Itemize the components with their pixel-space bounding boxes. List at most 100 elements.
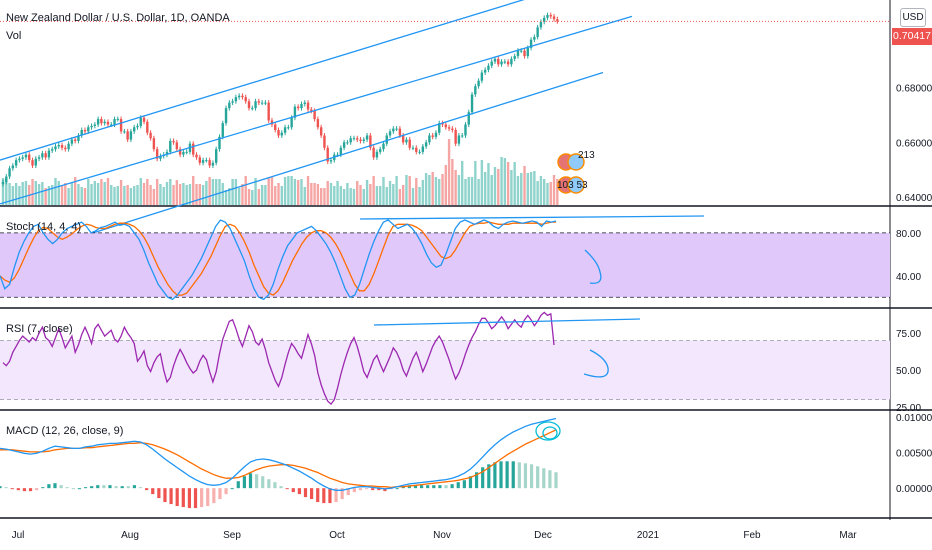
candle-body	[41, 153, 44, 158]
candle-body	[441, 123, 444, 125]
candle-body	[264, 102, 267, 104]
stoch-label: Stoch (14, 4, 4)	[6, 221, 82, 233]
macd-histogram-bar	[71, 488, 75, 490]
volume-bar	[247, 189, 251, 205]
candle-body	[516, 50, 520, 57]
macd-histogram-bar	[230, 488, 234, 490]
volume-label: Vol	[6, 30, 22, 42]
candle-body	[536, 27, 539, 37]
rsi-line	[2, 311, 555, 406]
candle-body	[421, 146, 425, 152]
volume-bar	[513, 162, 516, 205]
candle-body	[241, 95, 244, 98]
candle-body	[385, 135, 388, 144]
macd-histogram-bar	[126, 486, 130, 489]
volume-bar	[54, 178, 57, 205]
candle-body	[424, 142, 428, 147]
volume-bar	[195, 184, 198, 205]
candle-body	[349, 138, 352, 143]
stoch-drawing	[584, 249, 602, 284]
candle-body	[221, 123, 224, 137]
volume-bar	[369, 184, 372, 205]
volume-bar	[44, 188, 47, 205]
macd-histogram-bar	[529, 464, 534, 489]
volume-bar	[379, 186, 382, 205]
candle-body	[392, 128, 395, 132]
volume-bar	[73, 177, 77, 205]
volume-bar	[270, 177, 274, 205]
macd-histogram-bar	[132, 485, 137, 489]
volume-bar	[70, 183, 74, 205]
candle-body	[149, 132, 152, 139]
stoch-band	[0, 232, 890, 298]
candle-body	[37, 157, 41, 159]
candle-body	[523, 50, 526, 57]
macd-histogram-bar	[41, 487, 45, 489]
flag-badge-us-icon	[567, 153, 585, 171]
stoch-k-line	[0, 219, 557, 301]
volume-bar	[228, 188, 231, 205]
volume-bar	[529, 172, 533, 205]
volume-bar	[346, 183, 349, 205]
volume-bar	[211, 179, 215, 205]
volume-bar	[306, 176, 310, 205]
candle-body	[67, 143, 70, 150]
volume-bar	[418, 187, 421, 205]
candle-body	[175, 142, 179, 150]
macd-histogram-bar	[334, 488, 338, 503]
volume-bar	[552, 175, 556, 205]
volume-bar	[77, 184, 80, 205]
volume-bar	[474, 161, 477, 205]
candle-body	[379, 149, 382, 152]
macd-label: MACD (12, 26, close, 9)	[6, 425, 124, 437]
macd-histogram-bar	[438, 485, 442, 489]
candle-body	[470, 94, 474, 113]
volume-bar	[539, 176, 543, 205]
candle-body	[293, 106, 297, 118]
candle-body	[310, 109, 313, 111]
currency-button[interactable]: USD	[900, 8, 926, 27]
macd-histogram-bar	[322, 488, 326, 504]
candle-body	[1, 182, 5, 185]
volume-bar	[431, 172, 434, 205]
stoch-d-line	[0, 221, 556, 296]
macd-histogram-bar	[462, 480, 466, 489]
volume-bar	[398, 189, 402, 205]
volume-bar	[401, 185, 405, 205]
candle-body	[142, 117, 146, 122]
volume-bar	[310, 183, 313, 205]
candle-body	[93, 124, 97, 126]
macd-histogram-bar	[450, 484, 454, 489]
stoch-trendline	[359, 215, 705, 220]
macd-histogram-bar	[548, 470, 552, 489]
candle-body	[339, 147, 343, 155]
macd-histogram-bar	[102, 485, 106, 489]
volume-bar	[237, 188, 241, 205]
volume-bar	[113, 187, 116, 205]
candle-body	[182, 151, 185, 155]
volume-bar	[457, 175, 461, 205]
candle-body	[342, 142, 346, 148]
candle-body	[178, 149, 182, 155]
macd-histogram-bar	[261, 476, 265, 489]
volume-bar	[57, 181, 60, 205]
macd-histogram-bar	[138, 487, 143, 489]
candle-body	[510, 58, 513, 65]
volume-bar	[326, 181, 329, 205]
stoch-axis-tick: 80.00	[896, 229, 921, 240]
candle-body	[224, 108, 228, 124]
macd-axis-tick: 0.00000	[896, 484, 932, 495]
macd-histogram-bar	[285, 488, 289, 490]
macd-histogram-bar	[407, 485, 411, 489]
volume-bar	[87, 179, 90, 205]
candle-body	[300, 104, 303, 109]
volume-bar	[162, 187, 165, 205]
volume-bar	[172, 185, 175, 205]
volume-bar	[5, 179, 8, 205]
volume-bar	[133, 186, 136, 205]
candle-body	[100, 119, 103, 124]
rsi-trendline	[373, 318, 641, 326]
volume-bar	[47, 186, 51, 205]
volume-bar	[80, 187, 83, 205]
